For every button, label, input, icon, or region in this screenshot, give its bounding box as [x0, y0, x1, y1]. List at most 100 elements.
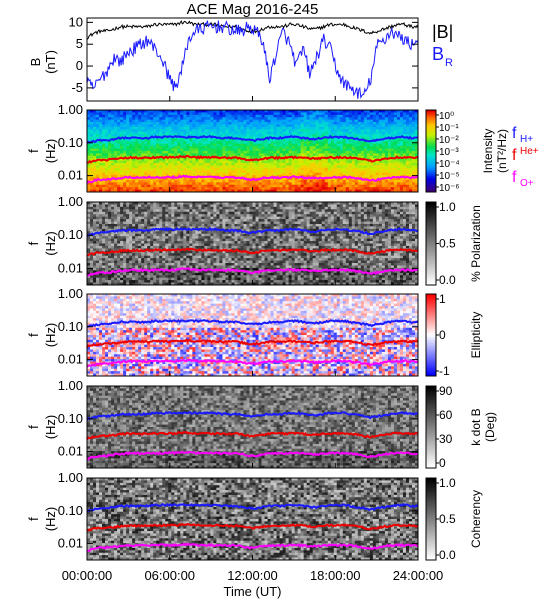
spectro-cell [333, 206, 338, 210]
spectro-cell [204, 131, 208, 135]
spectro-cell [240, 114, 244, 118]
spectro-cell [258, 110, 262, 113]
spectro-cell [291, 182, 296, 186]
spectro-cell [90, 158, 94, 162]
spectro-cell [393, 126, 398, 130]
spectro-cell [150, 202, 154, 205]
spectro-cell [375, 182, 380, 186]
spectro-cell [327, 122, 332, 125]
spectro-cell [246, 143, 250, 147]
spectro-cell [90, 165, 94, 169]
spectro-cell [294, 211, 299, 215]
spectro-cell [261, 141, 265, 145]
spectro-cell [261, 110, 265, 113]
spectro-cell [204, 158, 208, 162]
spectro-cell [243, 214, 247, 218]
spectro-cell [258, 146, 262, 149]
spectro-cell [273, 153, 277, 157]
spectro-cell [144, 114, 148, 118]
spectro-cell [249, 155, 253, 159]
spectro-cell [231, 160, 235, 164]
spectro-cell [336, 119, 341, 123]
spectro-cell [174, 202, 178, 205]
spectro-cell [261, 155, 265, 159]
spectro-cell [252, 206, 256, 210]
y-tick-label: -5 [71, 80, 83, 95]
spectro-cell [363, 155, 368, 159]
spectro-cell [264, 114, 268, 118]
spectro-cell [153, 146, 157, 149]
spectro-cell [354, 110, 359, 113]
spectro-cell [270, 158, 274, 162]
spectro-cell [360, 126, 365, 130]
spectro-cell [168, 122, 172, 125]
spectro-cell [342, 182, 347, 186]
spectro-cell [189, 211, 193, 215]
spectro-cell [207, 187, 211, 190]
spectro-cell [147, 158, 151, 162]
spectro-cell [99, 119, 103, 123]
spectro-cell [225, 124, 229, 128]
spectro-cell [213, 204, 217, 208]
spectro-cell [225, 177, 229, 181]
spectro-cell [204, 110, 208, 113]
spectro-cell [312, 129, 317, 133]
spectro-cell [393, 206, 398, 210]
spectro-cell [240, 163, 244, 166]
spectro-cell [153, 160, 157, 164]
spectro-cell [309, 214, 314, 218]
spectro-cell [306, 179, 311, 183]
spectro-cell [372, 112, 377, 116]
spectro-cell [405, 184, 410, 188]
spectro-cell [411, 122, 416, 125]
spectro-cell [297, 141, 302, 145]
spectro-cell [414, 184, 419, 188]
spectro-cell [174, 172, 178, 176]
spectro-cell [120, 153, 124, 157]
spectro-cell [129, 126, 133, 130]
spectro-cell [288, 136, 293, 140]
spectro-cell [168, 223, 172, 227]
spectro-cell [267, 221, 271, 225]
spectro-cell [312, 141, 317, 145]
spectro-cell [186, 129, 190, 133]
spectro-cell [159, 219, 163, 222]
spectro-cell [390, 209, 395, 213]
spectro-cell [408, 223, 413, 227]
spectro-cell [258, 211, 262, 215]
spectro-cell [141, 146, 145, 149]
spectro-cell [357, 179, 362, 183]
spectro-cell [327, 175, 332, 178]
spectro-cell [156, 153, 160, 157]
spectro-cell [126, 131, 130, 135]
spectro-cell [321, 110, 326, 113]
spectro-cell [390, 170, 395, 174]
spectro-cell [207, 141, 211, 145]
spectro-cell [255, 182, 259, 186]
spectro-cell [255, 172, 259, 176]
spectro-cell [288, 209, 293, 213]
spectro-cell [357, 146, 362, 149]
spectro-cell [396, 163, 401, 166]
spectro-cell [123, 226, 127, 230]
spectro-cell [396, 167, 401, 171]
spectro-cell [165, 214, 169, 218]
spectro-cell [186, 214, 190, 218]
spectro-cell [168, 211, 172, 215]
spectro-cell [150, 143, 154, 147]
spectro-cell [339, 112, 344, 116]
spectro-cell [399, 119, 404, 123]
spectro-cell [267, 146, 271, 149]
spectro-cell [189, 216, 193, 220]
spectro-cell [375, 129, 380, 133]
spectro-cell [141, 163, 145, 166]
spectro-cell [255, 112, 259, 116]
spectro-cell [399, 167, 404, 171]
spectro-cell [300, 167, 305, 171]
spectro-cell [405, 165, 410, 169]
spectro-cell [135, 219, 139, 222]
spectro-cell [153, 182, 157, 186]
spectro-cell [195, 172, 199, 176]
spectro-cell [408, 119, 413, 123]
spectro-cell [357, 117, 362, 121]
